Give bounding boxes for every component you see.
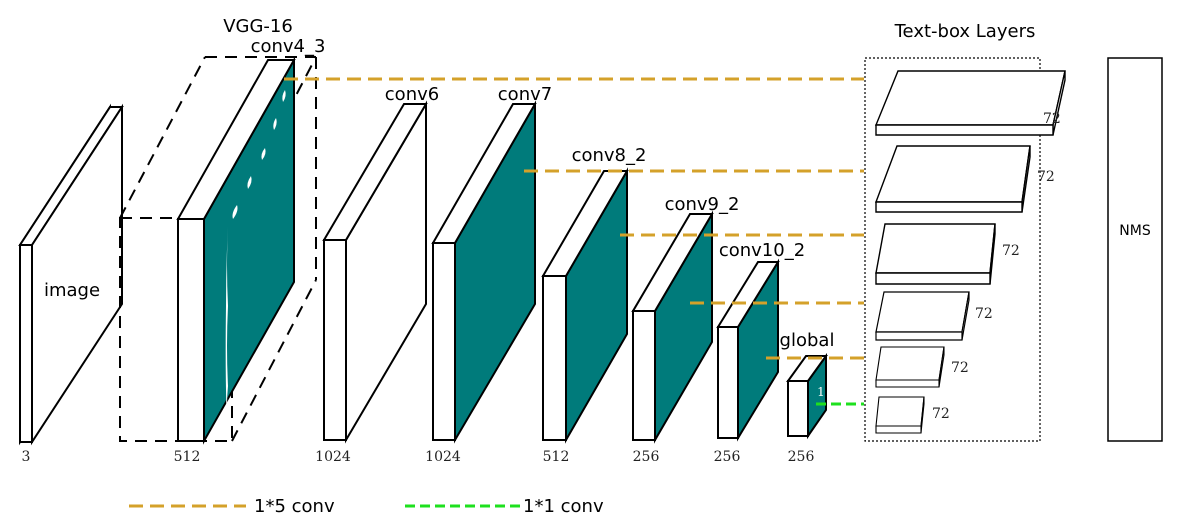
conv6-label: conv6 <box>385 84 439 105</box>
textbox-slab-3-channels: 72 <box>1002 243 1020 259</box>
image-label: image <box>44 280 100 301</box>
conv6-depth: 1024 <box>315 449 351 465</box>
textbox-slab-5: 72 <box>875 346 969 388</box>
legend-conv1-label: 1*1 conv <box>523 496 604 517</box>
nms-label: NMS <box>1119 223 1151 239</box>
textbox-slab-1: 72 <box>874 70 1066 136</box>
global-depth: 256 <box>788 449 815 465</box>
conv8_2-depth: 512 <box>543 449 570 465</box>
conv10_2-layer: conv10_2 256 <box>714 240 806 465</box>
conv9_2-depth: 256 <box>633 449 660 465</box>
textbox-slab-2-channels: 72 <box>1037 169 1055 185</box>
nms-box <box>1107 57 1163 442</box>
conv4_3-label: conv4_3 <box>251 36 326 57</box>
conv6-layer: conv6 1024 <box>315 84 439 465</box>
textbox-slab-2: 72 <box>874 145 1055 213</box>
conv7-label: conv7 <box>498 84 552 105</box>
conv7-depth: 1024 <box>425 449 461 465</box>
global-inner-label: 1 <box>817 385 825 399</box>
conv4_3-glare <box>225 90 286 426</box>
conv8_2-layer: conv8_2 512 <box>541 145 647 465</box>
textbox-slab-4: 72 <box>875 291 993 341</box>
textbox-slab-4-channels: 72 <box>975 306 993 322</box>
conv9_2-layer: conv9_2 256 <box>631 194 740 465</box>
conv10_2-depth: 256 <box>714 449 741 465</box>
global-label: global <box>780 330 835 351</box>
textbox-slab-6: 72 <box>875 396 950 434</box>
vgg16-edge <box>119 56 206 219</box>
conv4_3-depth: 512 <box>174 449 201 465</box>
textbox-slab-6-channels: 72 <box>932 406 950 422</box>
global-layer: 1 global 256 <box>780 330 835 465</box>
textbox-slab-3: 72 <box>875 223 1020 285</box>
textbox-slab-5-channels: 72 <box>951 360 969 376</box>
vgg16-title: VGG-16 <box>223 16 293 37</box>
textbox-layers-title: Text-box Layers <box>894 21 1036 42</box>
conv8_2-label: conv8_2 <box>572 145 647 166</box>
conv5-connections <box>284 77 864 360</box>
image-depth: 3 <box>22 449 31 465</box>
textbox-layers-container <box>864 57 1041 442</box>
vgg16-edge <box>231 279 317 442</box>
legend-conv5-label: 1*5 conv <box>254 496 335 517</box>
legend: 1*5 conv 1*1 conv <box>129 496 604 517</box>
conv9_2-label: conv9_2 <box>665 194 740 215</box>
textbox-slab-1-channels: 72 <box>1043 111 1061 127</box>
image-layer: image 3 <box>18 103 124 465</box>
conv7-layer: conv7 1024 <box>425 84 552 465</box>
conv4_3-layer: conv4_3 512 <box>174 36 326 465</box>
conv10_2-label: conv10_2 <box>719 240 805 261</box>
